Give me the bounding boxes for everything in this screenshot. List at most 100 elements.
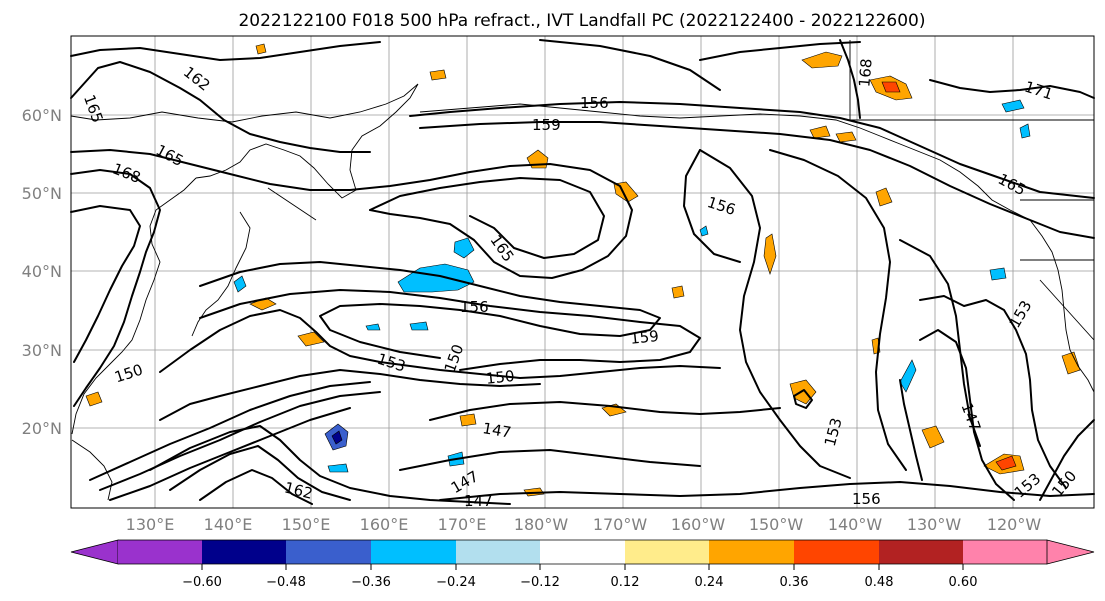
pos-patch	[671, 285, 685, 299]
contour-line	[199, 469, 313, 505]
lon-tick-label: 140°W	[828, 515, 883, 534]
contour-line	[419, 121, 1095, 239]
neg-patch	[989, 267, 1007, 281]
lat-tick-label: 20°N	[22, 419, 62, 438]
contour-line	[439, 481, 1095, 501]
pos-patch	[835, 131, 857, 143]
neg-patch	[453, 237, 475, 259]
lat-tick-label: 40°N	[22, 262, 62, 281]
contour-line	[839, 39, 861, 119]
contour-label: 150	[485, 367, 515, 388]
contour-line	[699, 41, 861, 61]
colorbar-bin	[456, 540, 540, 564]
contour-line	[929, 79, 1095, 99]
pos-patch	[763, 233, 777, 275]
contour-line	[769, 149, 907, 471]
pos-patch	[255, 43, 267, 55]
pos-patch	[801, 51, 843, 69]
neg-patch	[365, 323, 381, 331]
pos-patch	[881, 81, 901, 93]
neg-patch	[327, 463, 349, 473]
colorbar-bin	[202, 540, 286, 564]
contour-line	[919, 295, 1067, 489]
colorbar-bin	[794, 540, 879, 564]
colorbar-bin	[963, 540, 1047, 564]
contour-label: 156	[580, 94, 609, 112]
colorbar-extend-high	[1046, 539, 1095, 565]
lon-tick-label: 170°W	[593, 515, 648, 534]
contour-line	[169, 445, 351, 501]
colorbar-bin	[286, 540, 371, 564]
lon-tick-label: 130°W	[907, 515, 962, 534]
colorbar-tick-label: −0.24	[436, 575, 476, 590]
neg-patch	[699, 225, 709, 237]
colorbar-tick-label: −0.36	[351, 575, 391, 590]
neg-patch	[1019, 123, 1031, 139]
contour-line	[149, 425, 511, 505]
contour-line	[429, 401, 781, 421]
pos-patch	[875, 187, 893, 207]
neg-patch	[409, 321, 429, 331]
lon-tick-label: 170°E	[438, 515, 487, 534]
colorbar-tick-label: 0.60	[949, 575, 978, 590]
colorbar-tick-label: 0.24	[695, 575, 724, 590]
contour-label: 156	[852, 490, 881, 508]
pos-patch	[85, 391, 103, 407]
colorbar-tick-label: 0.48	[865, 575, 894, 590]
contour-label: 168	[855, 58, 875, 88]
contour-line	[409, 101, 1095, 199]
neg-patch	[397, 263, 475, 293]
colorbar-tick-label: 0.12	[611, 575, 640, 590]
contour-line	[899, 379, 923, 481]
lat-tick-label: 60°N	[22, 106, 62, 125]
lon-tick-label: 120°W	[987, 515, 1042, 534]
contour-line	[1039, 419, 1095, 501]
colorbar-tick-label: 0.36	[780, 575, 809, 590]
pos-patch	[297, 331, 325, 347]
contour-line	[399, 449, 701, 471]
contour-line	[683, 149, 741, 263]
lon-tick-label: 150°W	[749, 515, 804, 534]
contour-line	[70, 61, 371, 153]
lat-tick-label: 50°N	[22, 184, 62, 203]
neg-patch	[899, 359, 917, 393]
neg-patch	[331, 430, 343, 445]
lon-tick-label: 150°E	[282, 515, 331, 534]
map-panel: 165 162 156 159 168 171 165 168 165 156 …	[70, 35, 1095, 510]
lon-tick-label: 180°W	[514, 515, 569, 534]
ivt-pc-fills	[85, 43, 1081, 497]
contour-line	[89, 381, 371, 481]
colorbar-bin	[540, 540, 625, 564]
lon-tick-label: 130°E	[126, 515, 175, 534]
colorbar-tick-label: −0.48	[266, 575, 306, 590]
pos-patch	[429, 69, 447, 81]
negative-patches	[233, 99, 1031, 473]
lon-axis: 130°E 140°E 150°E 160°E 170°E 180°W 170°…	[126, 515, 1042, 534]
contour-line	[539, 39, 721, 91]
contour-line	[899, 239, 981, 447]
contour-line	[70, 205, 141, 363]
pos-patch	[809, 125, 831, 139]
contour-line	[159, 369, 541, 421]
contour-line	[199, 289, 701, 371]
lon-tick-label: 160°W	[671, 515, 726, 534]
map-title: 2022122100 F018 500 hPa refract., IVT La…	[238, 11, 925, 31]
contour-label: 156	[460, 298, 489, 316]
lon-tick-label: 160°E	[360, 515, 409, 534]
contour-line	[109, 407, 351, 501]
colorbar-bin	[709, 540, 794, 564]
colorbar-bin	[879, 540, 963, 564]
pos-patch	[995, 455, 1017, 471]
colorbar: −0.60 −0.48 −0.36 −0.24 −0.12 0.12 0.24 …	[70, 539, 1095, 590]
colorbar-bin	[371, 540, 456, 564]
contour-line	[699, 149, 851, 479]
contour-label: 159	[532, 116, 561, 134]
contour-line	[70, 41, 381, 61]
lat-axis: 60°N 50°N 40°N 30°N 20°N	[22, 106, 62, 438]
contour-line	[159, 309, 721, 379]
lon-tick-label: 140°E	[204, 515, 253, 534]
positive-patches	[85, 43, 1081, 497]
contour-line	[369, 177, 605, 259]
contour-label: 147	[464, 492, 493, 510]
neg-patch	[233, 275, 247, 293]
